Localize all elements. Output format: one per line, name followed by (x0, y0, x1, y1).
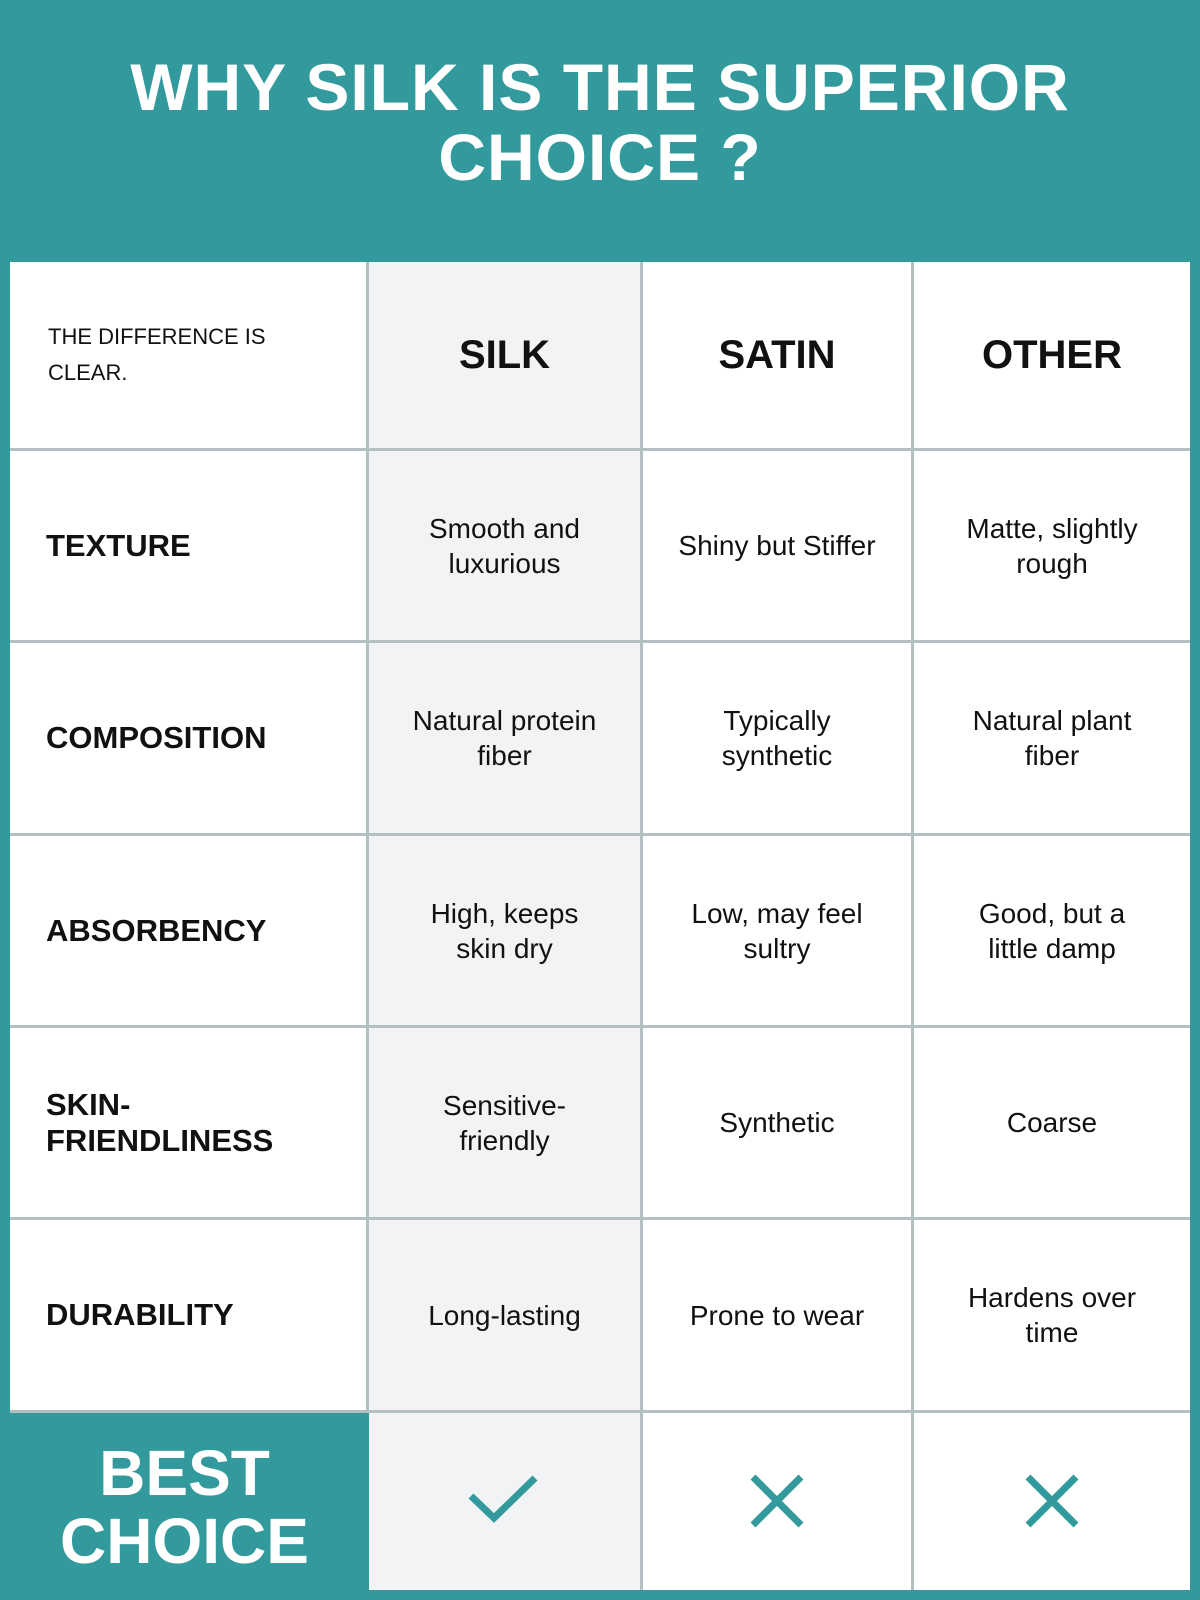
corner-label: THE DIFFERENCE IS CLEAR. (10, 262, 369, 451)
row-label: ABSORBENCY (10, 836, 369, 1028)
cell-text: Typically synthetic (721, 705, 833, 771)
comparison-table: THE DIFFERENCE IS CLEAR. SILK SATIN OTHER TE… (0, 262, 1190, 1600)
row-label: DURABILITY (10, 1220, 369, 1413)
table-cell: Coarse (914, 1028, 1190, 1220)
cell-text: ABSORBENCY (46, 912, 267, 948)
cell-text: SKIN-FRIENDLINESS (46, 1086, 274, 1158)
best-choice-cell (914, 1413, 1190, 1590)
cell-text: Synthetic (719, 1107, 835, 1138)
cell-text: OTHER (982, 332, 1122, 377)
page-title: WHY SILK IS THE SUPERIOR CHOICE ? (130, 50, 1070, 194)
cell-text: Hardens over time (967, 1282, 1137, 1348)
table-cell: Long-lasting (369, 1220, 643, 1413)
table-cell: Prone to wear (643, 1220, 914, 1413)
table-cell: Low, may feel sultry (643, 836, 914, 1028)
cell-text: Good, but a little damp (978, 897, 1126, 964)
cell-text: DURABILITY (46, 1297, 234, 1332)
table-cell: Natural plant fiber (914, 643, 1190, 836)
cell-text: Natural protein fiber (412, 705, 597, 771)
cell-text: Long-lasting (428, 1299, 581, 1331)
cell-text: Coarse (1006, 1107, 1098, 1138)
check-icon (468, 1474, 537, 1523)
row-label: COMPOSITION (10, 643, 369, 836)
table-cell: High, keeps skin dry (369, 836, 643, 1028)
cell-text: COMPOSITION (46, 720, 267, 755)
cell-text: SILK (458, 332, 551, 377)
table-cell: Matte, slightly rough (914, 451, 1190, 643)
table-cell: Natural protein fiber (369, 643, 643, 836)
table-cell: Sensitive-friendly (369, 1028, 643, 1220)
table-cell: Typically synthetic (643, 643, 914, 836)
cell-text: Natural plant fiber (972, 705, 1132, 771)
x-icon (750, 1474, 804, 1527)
table-cell: Synthetic (643, 1028, 914, 1220)
column-header-satin: SATIN (643, 262, 914, 451)
column-header-silk: SILK (369, 262, 643, 451)
column-header-other: OTHER (914, 262, 1190, 451)
cell-text: Shiny but Stiffer (678, 530, 876, 561)
cell-text: THE DIFFERENCE IS CLEAR. (48, 324, 266, 385)
row-label: TEXTURE (10, 451, 369, 643)
cell-text: High, keeps skin dry (430, 897, 579, 964)
cell-text: Matte, slightly rough (966, 512, 1138, 579)
cell-text: BEST CHOICE (60, 1436, 309, 1577)
cell-text: Smooth and luxurious (429, 512, 580, 579)
cell-text: TEXTURE (46, 527, 191, 563)
table-cell: Shiny but Stiffer (643, 451, 914, 643)
cell-text: Sensitive-friendly (443, 1089, 566, 1156)
best-choice-label: BEST CHOICE (0, 1413, 369, 1600)
table-cell: Good, but a little damp (914, 836, 1190, 1028)
table-cell: Smooth and luxurious (369, 451, 643, 643)
cell-text: Low, may feel sultry (691, 897, 863, 964)
cell-text: Prone to wear (689, 1299, 865, 1331)
best-choice-cell (369, 1413, 643, 1590)
row-label: SKIN-FRIENDLINESS (10, 1028, 369, 1220)
cell-text: SATIN (718, 332, 836, 377)
best-choice-cell (643, 1413, 914, 1590)
table-cell: Hardens over time (914, 1220, 1190, 1413)
x-icon (1025, 1474, 1079, 1527)
